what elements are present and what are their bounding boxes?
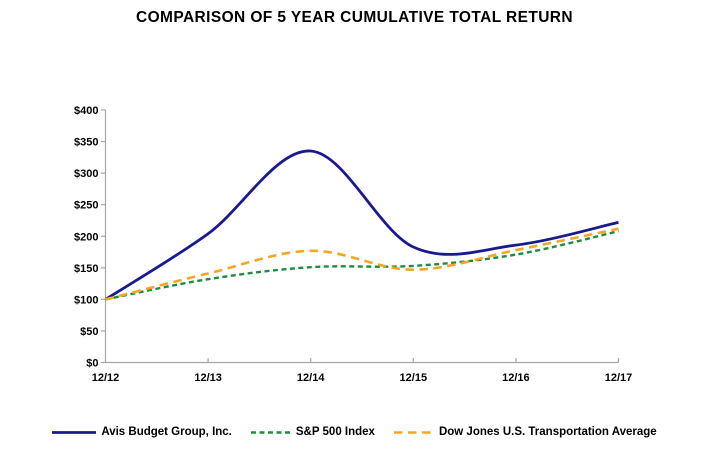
x-axis-tick-label: 12/14	[297, 372, 325, 384]
chart-title: COMPARISON OF 5 YEAR CUMULATIVE TOTAL RE…	[136, 9, 573, 26]
y-axis-tick-label: $100	[74, 294, 98, 306]
series-line-avis-budget-group-inc	[104, 149, 619, 301]
legend-item-avis-budget-group: Avis Budget Group, Inc.	[52, 426, 232, 438]
y-axis-tick-label: $0	[86, 358, 98, 370]
long-dash-line-swatch-icon	[393, 430, 434, 434]
legend-label: Avis Budget Group, Inc.	[101, 426, 232, 438]
y-axis-tick-label: $400	[74, 105, 98, 117]
legend-item-dow-jones-transportation: Dow Jones U.S. Transportation Average	[393, 426, 657, 438]
x-axis-tick-label: 12/15	[400, 372, 428, 384]
legend-label: Dow Jones U.S. Transportation Average	[438, 426, 657, 438]
series-line-s-p-500-index	[105, 230, 619, 301]
chart-legend: Avis Budget Group, Inc. S&P 500 Index Do…	[0, 426, 709, 438]
y-axis-tick-label: $50	[80, 326, 98, 338]
x-axis-tick-label: 12/16	[502, 372, 530, 384]
y-axis-tick-label: $300	[74, 168, 98, 180]
x-axis-tick-label: 12/17	[605, 372, 633, 384]
legend-label: S&P 500 Index	[295, 426, 375, 438]
y-axis-tick-label: $200	[74, 231, 98, 243]
x-axis-tick-label: 12/13	[194, 372, 222, 384]
legend-item-sp500: S&P 500 Index	[250, 426, 375, 438]
short-dash-line-swatch-icon	[250, 430, 291, 434]
y-axis-tick-label: $150	[74, 263, 98, 275]
y-axis-tick-label: $350	[74, 137, 98, 149]
y-axis-tick-label: $250	[74, 200, 98, 212]
solid-line-swatch-icon	[52, 430, 97, 434]
x-axis-tick-label: 12/12	[92, 372, 120, 384]
